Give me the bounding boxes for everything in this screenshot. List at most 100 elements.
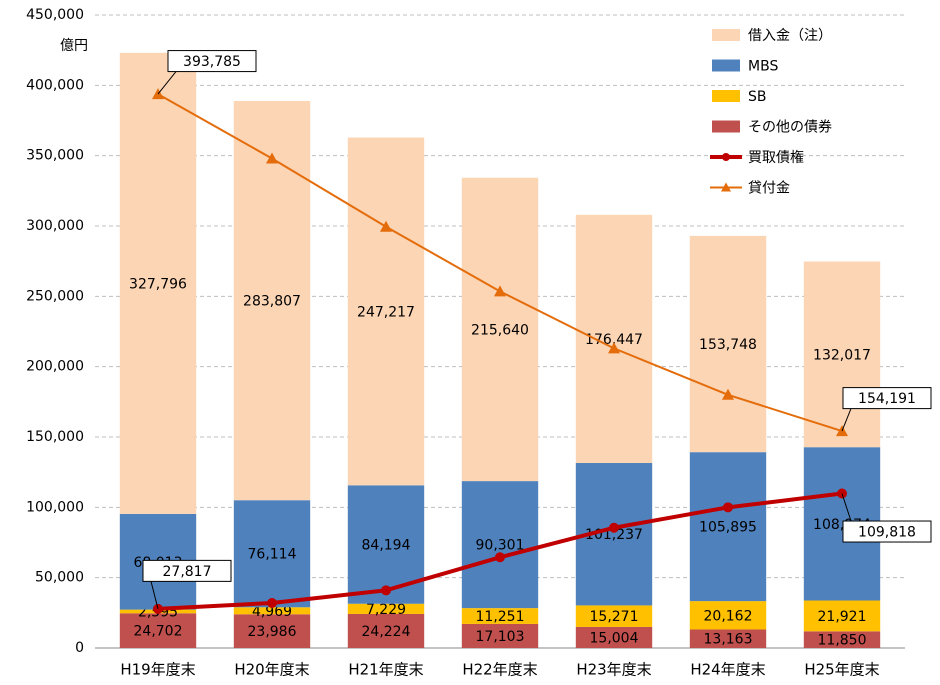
y-tick-label: 450,000 <box>26 7 84 23</box>
legend-label: 借入金（注） <box>748 28 832 44</box>
legend-marker <box>722 153 730 161</box>
marker <box>267 597 277 608</box>
x-tick-label: H21年度末 <box>348 661 423 679</box>
marker <box>494 285 506 297</box>
leader-line <box>157 71 177 95</box>
data-label: 176,447 <box>585 332 643 348</box>
bar-segment <box>803 600 881 632</box>
y-tick-label: 100,000 <box>26 499 84 515</box>
bar-segment <box>803 261 881 448</box>
bar-segment <box>689 452 767 602</box>
legend-swatch <box>712 90 740 102</box>
marker <box>609 522 619 533</box>
data-label: 84,194 <box>362 538 411 554</box>
legend-label: 貸付金 <box>748 181 790 197</box>
x-tick-label: H20年度末 <box>234 661 309 679</box>
bar-segment <box>233 614 311 648</box>
bar-segment <box>575 605 653 627</box>
y-tick-label: 250,000 <box>26 288 84 304</box>
legend-marker <box>721 182 731 192</box>
data-label: 283,807 <box>243 294 301 310</box>
bar-segment <box>689 629 767 648</box>
y-tick-label: 400,000 <box>26 77 84 93</box>
y-tick-label: 200,000 <box>26 359 84 375</box>
legend-label: その他の債券 <box>748 120 832 136</box>
data-label: 90,301 <box>476 538 525 554</box>
data-label: 393,785 <box>183 54 241 70</box>
data-label: 105,895 <box>699 520 757 536</box>
marker <box>722 388 734 400</box>
data-label: 154,191 <box>858 391 916 407</box>
data-label: 132,017 <box>813 347 871 363</box>
data-label: 15,271 <box>590 609 639 625</box>
data-label: 24,224 <box>362 624 411 640</box>
legend-swatch <box>712 29 740 41</box>
data-label: 109,818 <box>858 525 916 541</box>
data-label: 4,969 <box>252 604 292 620</box>
bar-segment <box>575 626 653 648</box>
leader-line <box>841 408 852 432</box>
leader-line <box>150 581 159 609</box>
data-label: 27,817 <box>163 564 212 580</box>
bar-segment <box>119 613 197 648</box>
marker <box>723 502 733 513</box>
bar-segment <box>461 177 539 482</box>
data-label: 23,986 <box>248 624 297 640</box>
marker <box>380 220 392 232</box>
bar-segment <box>233 500 311 608</box>
bar-segment <box>689 601 767 630</box>
label-box <box>842 387 932 410</box>
bar-segment <box>347 603 425 614</box>
data-label: 11,850 <box>818 633 867 649</box>
marker <box>381 585 391 596</box>
data-label: 24,702 <box>134 624 183 640</box>
legend-swatch <box>712 120 740 133</box>
x-tick-label: H19年度末 <box>120 661 195 679</box>
y-tick-label: 350,000 <box>26 148 84 164</box>
x-tick-label: H22年度末 <box>462 661 537 679</box>
data-label: 153,748 <box>699 337 757 353</box>
data-label: 7,229 <box>366 602 406 618</box>
label-box <box>142 559 232 582</box>
bar-segment <box>233 607 311 615</box>
bar-segment <box>575 214 653 464</box>
bar-segment <box>461 481 539 609</box>
leader-line <box>841 493 852 522</box>
marker <box>495 552 505 563</box>
y-tick-label: 0 <box>75 640 84 656</box>
bar-segment <box>347 137 425 486</box>
data-label: 15,004 <box>590 630 639 646</box>
data-label: 21,921 <box>818 609 867 625</box>
bar-segment <box>233 100 311 501</box>
bar-segment <box>119 52 197 514</box>
data-label: 13,163 <box>704 632 753 648</box>
y-tick-label: 50,000 <box>35 570 84 586</box>
y-tick-label: 150,000 <box>26 429 84 445</box>
y-unit: 億円 <box>60 38 88 54</box>
data-label: 247,217 <box>357 304 415 320</box>
legend-label: MBS <box>748 59 778 75</box>
data-label: 327,796 <box>129 276 187 292</box>
bar-segment <box>803 631 881 648</box>
label-box <box>167 50 257 73</box>
legend-swatch <box>712 59 740 72</box>
x-tick-label: H25年度末 <box>804 661 879 679</box>
legend-label: SB <box>748 89 767 105</box>
marker <box>608 342 620 354</box>
x-tick-label: H23年度末 <box>576 661 651 679</box>
data-label: 11,251 <box>476 609 525 625</box>
bar-segment <box>461 608 539 624</box>
legend-label: 買取債権 <box>748 149 804 166</box>
marker <box>266 152 278 164</box>
bar-segment <box>689 235 767 453</box>
bar-segment <box>461 623 539 648</box>
x-tick-label: H24年度末 <box>690 661 765 679</box>
label-box <box>842 520 932 543</box>
bar-segment <box>347 613 425 648</box>
data-label: 20,162 <box>704 608 753 624</box>
data-label: 17,103 <box>476 629 525 645</box>
data-label: 215,640 <box>471 322 529 338</box>
y-tick-label: 300,000 <box>26 218 84 234</box>
data-label: 76,114 <box>248 547 297 563</box>
